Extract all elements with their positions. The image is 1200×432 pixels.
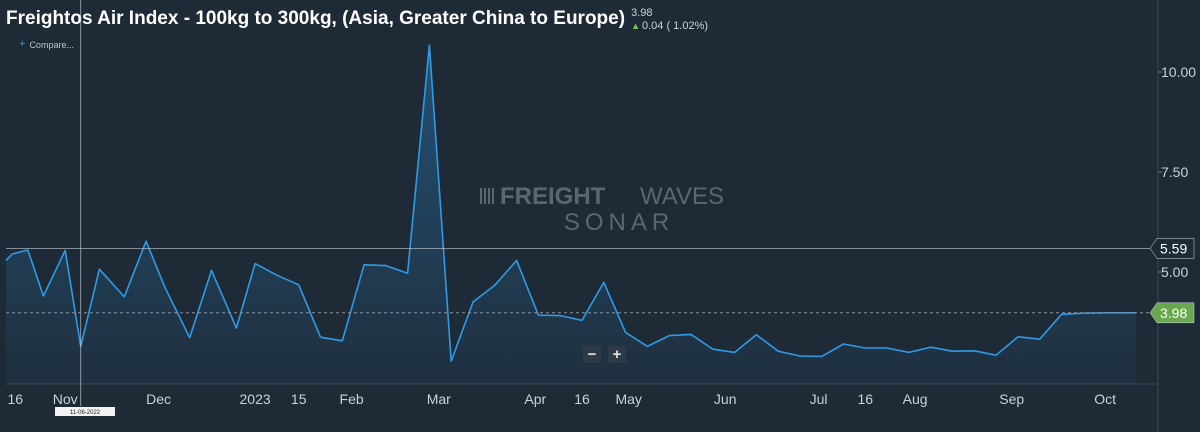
compare-label: Compare... xyxy=(29,40,74,50)
x-tick-label: Aug xyxy=(903,391,928,407)
x-tick-label: Jun xyxy=(714,391,737,407)
y-tick-label: 5.00 xyxy=(1161,264,1188,280)
zoom-in-button[interactable] xyxy=(608,346,626,363)
x-tick-label: Jul xyxy=(810,391,828,407)
value-block: 3.98 ▲ 0.04 ( 1.02%) xyxy=(631,6,708,33)
series-area xyxy=(6,45,1137,384)
x-tick-label: Sep xyxy=(999,391,1024,407)
change-indicator: ▲ 0.04 ( 1.02%) xyxy=(631,20,708,33)
x-tick-label: Feb xyxy=(340,391,364,407)
last-value-badge-shape xyxy=(1149,302,1195,324)
x-tick-label: Apr xyxy=(524,391,546,407)
crosshair-date-label: 11-06-2022 xyxy=(55,407,115,416)
chart-title: Freightos Air Index - 100kg to 300kg, (A… xyxy=(6,8,626,29)
zoom-out-button[interactable] xyxy=(583,346,601,363)
triangle-up-icon: ▲ xyxy=(631,21,640,31)
watermark: FREIGHT WAVES SONAR xyxy=(480,183,724,236)
x-tick-label: 16 xyxy=(8,391,24,407)
crosshair-value-badge: 5.59 xyxy=(1149,238,1195,259)
last-value: 3.98 xyxy=(631,7,653,19)
plus-icon: + xyxy=(19,38,26,50)
x-tick-label: Oct xyxy=(1094,391,1116,407)
x-tick-label: May xyxy=(615,391,641,407)
watermark-light: WAVES xyxy=(640,183,724,210)
series-line xyxy=(5,44,1137,362)
x-tick-label: Nov xyxy=(53,391,78,407)
watermark-sonar: SONAR xyxy=(564,209,674,236)
crosshair-value-badge-text: 5.59 xyxy=(1160,240,1187,256)
y-tick-label: 10.00 xyxy=(1161,64,1196,80)
chart-header: Freightos Air Index - 100kg to 300kg, (A… xyxy=(6,6,708,33)
compare-button[interactable]: + Compare... xyxy=(19,38,74,51)
crosshair-value-badge-shape xyxy=(1149,238,1195,259)
minus-icon: − xyxy=(588,346,597,363)
crosshair-date: 11-06-2022 xyxy=(70,410,101,416)
watermark-bold: FREIGHT xyxy=(500,183,606,210)
plus-icon: + xyxy=(613,346,622,363)
x-tick-label: Mar xyxy=(427,391,451,407)
x-tick-label: Dec xyxy=(146,391,171,407)
x-tick-label: 16 xyxy=(858,391,874,407)
zoom-controls: − + xyxy=(583,346,626,363)
last-value-badge: 3.98 xyxy=(1149,302,1195,324)
x-tick-label: 15 xyxy=(291,391,307,407)
x-tick-label: 16 xyxy=(574,391,590,407)
y-tick-label: 7.50 xyxy=(1161,164,1188,180)
x-tick-label: 2023 xyxy=(240,391,271,407)
last-value-badge-text: 3.98 xyxy=(1160,305,1187,321)
change-text: 0.04 ( 1.02%) xyxy=(641,20,709,32)
barcode-logo-icon xyxy=(480,188,494,204)
